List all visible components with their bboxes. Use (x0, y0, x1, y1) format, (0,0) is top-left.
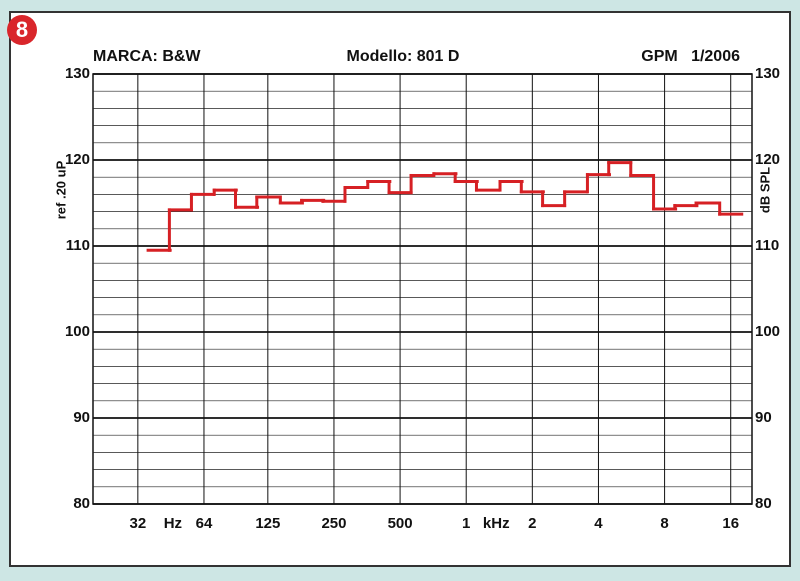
y-tick-label: 80 (73, 495, 90, 512)
y-tick-label: 120 (65, 151, 90, 168)
y2-tick-label: 90 (755, 409, 772, 426)
y2-tick-label: 80 (755, 495, 772, 512)
x-tick-label: 64 (196, 515, 213, 532)
y-axis-label: ref .20 uP (53, 160, 68, 219)
x-tick-label: 32 (129, 515, 146, 532)
y2-tick-label: 100 (755, 323, 780, 340)
x-tick-label: 1 (462, 515, 470, 532)
x-tick-label: 250 (321, 515, 346, 532)
header-date: GPM 1/2006 (641, 48, 740, 65)
x-tick-label: 2 (528, 515, 536, 532)
badge-number: 8 (16, 17, 28, 42)
x-tick-label: 16 (722, 515, 739, 532)
x-unit-label: kHz (483, 515, 510, 532)
x-tick-label: 4 (594, 515, 603, 532)
header-model: Modello: 801 D (347, 48, 460, 65)
badge-circle (7, 15, 37, 45)
x-tick-label: 500 (388, 515, 413, 532)
y2-tick-label: 130 (755, 65, 780, 82)
x-unit-label: Hz (164, 515, 182, 532)
y-tick-label: 90 (73, 409, 90, 426)
x-tick-label: 125 (255, 515, 280, 532)
y2-tick-label: 120 (755, 151, 780, 168)
y2-axis-label: dB SPL (757, 167, 772, 213)
y2-tick-label: 110 (755, 237, 779, 254)
x-tick-label: 8 (660, 515, 668, 532)
plot-frame (92, 73, 753, 505)
y-tick-label: 100 (65, 323, 90, 340)
y-tick-label: 110 (66, 237, 90, 254)
header-brand: MARCA: B&W (93, 48, 201, 65)
y-tick-label: 130 (65, 65, 90, 82)
